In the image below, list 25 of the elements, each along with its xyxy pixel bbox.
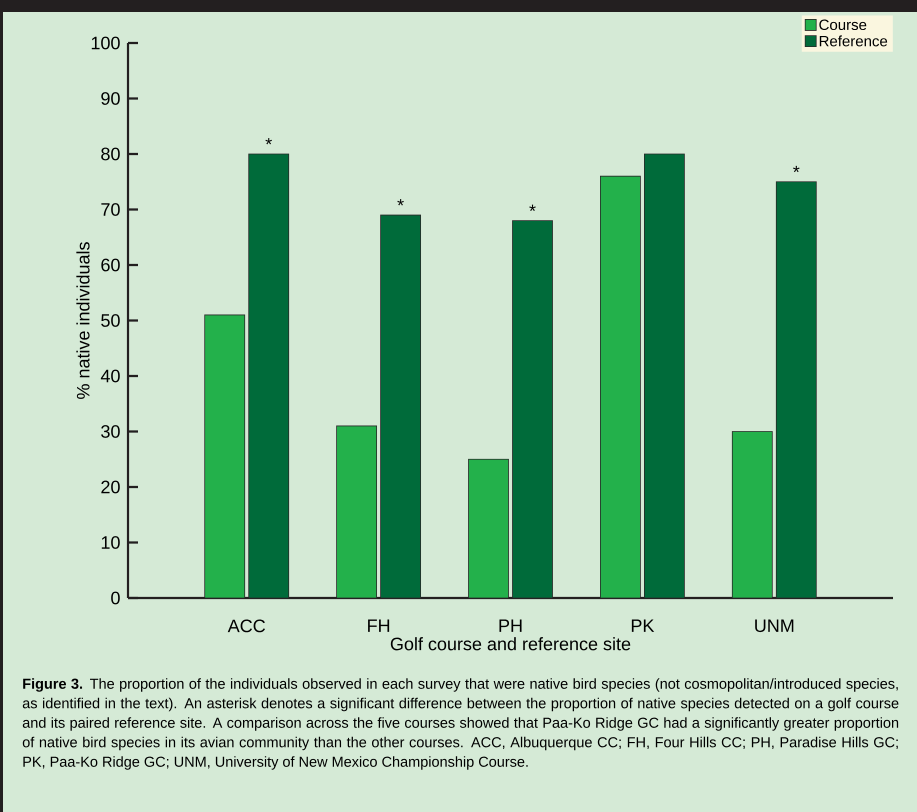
y-axis-title: % native individuals xyxy=(76,242,90,399)
legend-label: Reference xyxy=(820,35,888,46)
y-tick-label: 10 xyxy=(102,536,120,549)
x-axis-title: Golf course and reference site xyxy=(390,637,630,650)
y-tick-label: 0 xyxy=(111,592,120,604)
legend-label: Course xyxy=(819,19,866,30)
y-tick-label: 40 xyxy=(100,370,120,382)
x-tick-label: PK xyxy=(632,620,654,632)
y-tick-label: 20 xyxy=(101,480,120,494)
text: Figure 3. The proportion of the individuals observed in each survey that were native bird species (not cosmopolitan/introduced species, as identified in the text). An asterisk denotes a significant difference between the proportion of native species detected on a golf course and its paired reference site. A comparison across the five courses showed that Paa-Ko Ridge GC had a significantly greater proportion of native bird species in its avian community than the other courses. ACC, Albuquerque CC; FH, Four Hills CC; PH, Paradise Hills GC; PK, Paa-Ko Ridge GC; UNM, University of New Mexico Championship Course. xyxy=(22,678,898,770)
annotation: * xyxy=(793,166,800,172)
y-tick-label: 60 xyxy=(101,258,120,272)
annotation: * xyxy=(265,138,272,144)
y-tick-label: 30 xyxy=(101,425,120,438)
y-tick-label: 90 xyxy=(101,92,120,105)
y-tick-label: 100 xyxy=(92,36,120,50)
x-tick-label: UNM xyxy=(755,620,794,632)
y-tick-label: 70 xyxy=(101,203,120,216)
x-tick-label: PH xyxy=(499,620,522,632)
y-tick-label: 80 xyxy=(101,148,120,160)
annotation: * xyxy=(397,199,404,206)
y-tick-label: 50 xyxy=(101,314,120,327)
x-tick-label: ACC xyxy=(228,620,266,632)
x-tick-label: FH xyxy=(368,620,390,632)
annotation: * xyxy=(529,204,536,211)
